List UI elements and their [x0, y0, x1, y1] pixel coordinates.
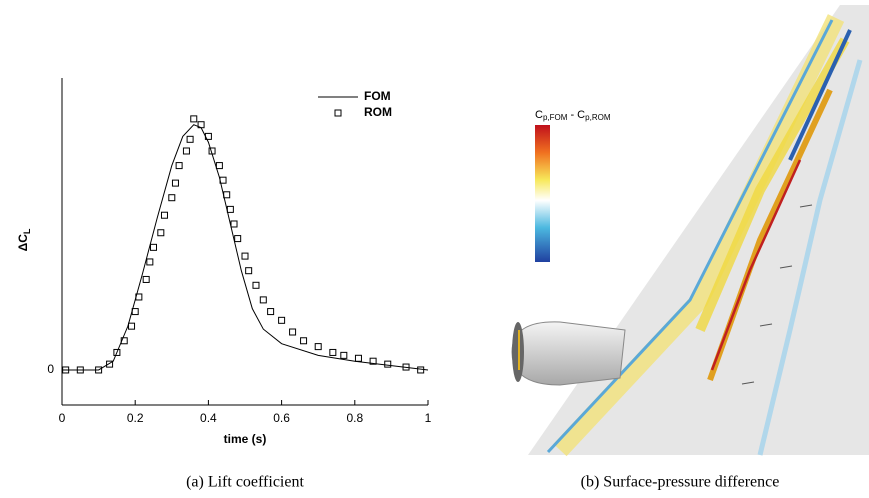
rom-marker [301, 338, 307, 344]
colorbar-label-part: C [535, 109, 543, 121]
x-tick-label: 0.8 [346, 411, 363, 425]
rom-marker [169, 195, 175, 201]
x-tick-label: 0.4 [200, 411, 217, 425]
rom-marker [224, 192, 230, 198]
rom-marker [172, 180, 178, 186]
rom-marker [253, 282, 259, 288]
legend-label: ROM [364, 105, 392, 119]
rom-marker [143, 276, 149, 282]
rom-marker [216, 163, 222, 169]
rom-marker [268, 309, 274, 315]
caption: (a) Lift coefficient [186, 474, 304, 491]
legend-marker [335, 110, 341, 116]
y-axis-label-sub: L [22, 228, 32, 234]
rom-marker [151, 244, 157, 250]
rom-marker [132, 309, 138, 315]
figure: Cp,FOM - Cp,ROM (a) Lift coefficient (b)… [0, 0, 869, 493]
fom-line [62, 125, 428, 370]
rom-marker [158, 230, 164, 236]
x-axis-label: time (s) [224, 432, 267, 446]
rom-marker [355, 355, 361, 361]
y-tick-label: 0 [47, 362, 54, 376]
colorbar-label-part: p,FOM [543, 113, 568, 122]
rom-marker [235, 236, 241, 242]
rom-marker [183, 148, 189, 154]
rom-marker [418, 367, 424, 373]
rom-marker [161, 212, 167, 218]
colorbar-label: Cp,FOM - Cp,ROM [535, 109, 611, 122]
y-axis-label: ΔCL [16, 228, 32, 251]
rom-marker [176, 163, 182, 169]
x-tick-label: 1 [425, 411, 432, 425]
rom-marker [246, 268, 252, 274]
caption: (b) Surface-pressure difference [581, 474, 780, 491]
rom-marker [385, 361, 391, 367]
wing-rendering: Cp,FOM - Cp,ROM [512, 5, 869, 455]
rom-marker [187, 136, 193, 142]
rom-marker [231, 221, 237, 227]
rom-marker [242, 253, 248, 259]
rom-marker [191, 116, 197, 122]
y-axis-label-main: ΔC [16, 234, 30, 252]
x-tick-label: 0.2 [127, 411, 144, 425]
rom-marker [330, 349, 336, 355]
x-tick-label: 0 [59, 411, 66, 425]
rom-marker [315, 344, 321, 350]
x-tick-label: 0.6 [273, 411, 290, 425]
legend-label: FOM [364, 89, 391, 103]
rom-marker [341, 352, 347, 358]
colorbar-label-part: - C [567, 109, 585, 121]
rom-marker [260, 297, 266, 303]
rom-marker [227, 206, 233, 212]
rom-marker [147, 259, 153, 265]
rom-marker [290, 329, 296, 335]
rom-marker [129, 323, 135, 329]
colorbar [535, 125, 550, 262]
colorbar-label-part: p,ROM [585, 113, 611, 122]
rom-marker [279, 317, 285, 323]
